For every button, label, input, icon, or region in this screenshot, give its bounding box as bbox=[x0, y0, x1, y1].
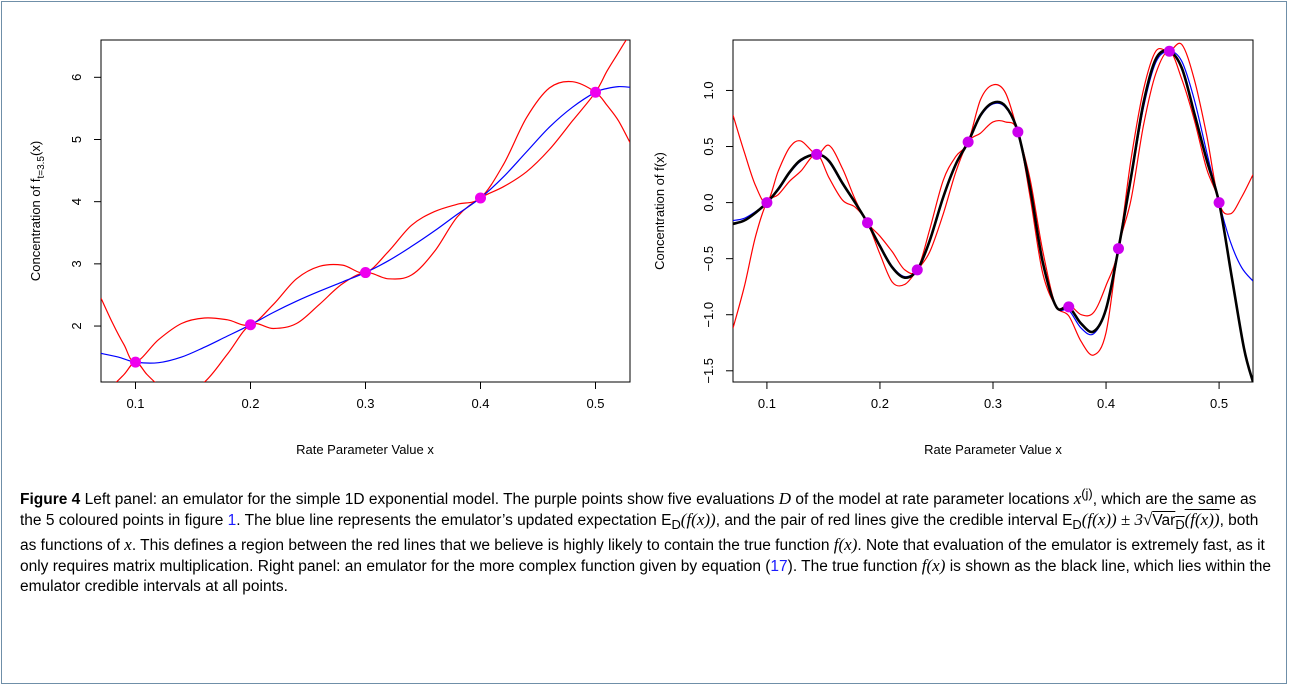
figure-caption: Figure 4 Left panel: an emulator for the… bbox=[20, 484, 1275, 597]
right-true-function-line bbox=[733, 49, 1253, 382]
left-y-tick-label: 4 bbox=[69, 198, 84, 205]
caption-var-x: x bbox=[124, 535, 132, 555]
caption-text-9: ). The true function bbox=[787, 558, 918, 576]
right-evaluation-point bbox=[911, 264, 923, 276]
right-lower-line bbox=[733, 50, 1253, 382]
right-evaluation-point bbox=[862, 217, 874, 229]
left-x-tick-label: 0.2 bbox=[241, 396, 259, 411]
right-points-group bbox=[761, 45, 1225, 313]
left-series-group bbox=[101, 40, 630, 382]
right-expectation-line bbox=[733, 50, 1253, 336]
left-evaluation-point bbox=[360, 267, 371, 279]
left-upper-line bbox=[101, 80, 630, 363]
left-evaluation-point bbox=[590, 86, 601, 98]
left-x-tick-label: 0.5 bbox=[586, 396, 604, 411]
right-y-axis-title: Concentration of f(x) bbox=[652, 152, 667, 270]
caption-text-1: Left panel: an emulator for the simple 1… bbox=[84, 491, 775, 509]
right-evaluation-point bbox=[1213, 197, 1225, 209]
right-evaluation-point bbox=[1112, 243, 1124, 255]
right-x-tick-label: 0.1 bbox=[758, 396, 776, 411]
right-x-tick-label: 0.5 bbox=[1210, 396, 1228, 411]
right-y-tick-label: 1.0 bbox=[701, 81, 716, 99]
figure-plots: 0.1 0.2 0.3 0.4 0.5 2 3 4 5 6 Rate Parameter Val… bbox=[28, 39, 1254, 457]
left-y-axis-title: Concentration of ft=3.5(x) bbox=[28, 141, 47, 281]
right-upper-line bbox=[733, 42, 1253, 317]
caption-text-5: , and the pair of red lines give the cre… bbox=[715, 512, 1058, 530]
caption-fx-2: f(x) bbox=[921, 556, 946, 576]
left-evaluation-point bbox=[475, 192, 486, 204]
caption-equation-reference-link[interactable]: 17 bbox=[770, 558, 788, 576]
right-y-tick-label: 0.5 bbox=[701, 137, 716, 155]
left-points-group bbox=[130, 86, 601, 368]
caption-var-xj: x bbox=[1073, 489, 1082, 509]
right-x-tick-label: 0.2 bbox=[871, 396, 889, 411]
caption-text-10: is shown as the black line, which lies w… bbox=[20, 558, 1272, 596]
left-x-tick-label: 0.4 bbox=[471, 396, 489, 411]
left-expectation-line bbox=[101, 85, 630, 364]
left-y-tick-label: 5 bbox=[69, 136, 84, 143]
right-x-axis: 0.1 0.2 0.3 0.4 0.5 bbox=[758, 382, 1228, 411]
left-lower-line bbox=[115, 40, 627, 382]
right-y-tick-label: −1.5 bbox=[701, 358, 716, 384]
left-y-tick-label: 2 bbox=[69, 322, 84, 329]
caption-sup-j: (j) bbox=[1081, 486, 1093, 501]
caption-expectation-expr: ED(f(x)) bbox=[661, 510, 716, 533]
left-y-tick-label: 6 bbox=[69, 74, 84, 81]
right-y-tick-label: 0.0 bbox=[701, 194, 716, 212]
right-y-axis: −1.5 −1.0 −0.5 0.0 0.5 1.0 bbox=[701, 81, 733, 384]
right-evaluation-point bbox=[962, 136, 974, 148]
right-chart: 0.1 0.2 0.3 0.4 0.5 −1.5 −1.0 −0.5 0.0 0.5 1.0 Ra… bbox=[652, 39, 1254, 457]
caption-figure-reference-link[interactable]: 1 bbox=[227, 512, 237, 530]
right-plot-box bbox=[732, 39, 1254, 383]
caption-figure-label: Figure 4 bbox=[20, 491, 81, 509]
caption-text-4: . The blue line represents the emulator’… bbox=[236, 512, 657, 530]
caption-credible-interval-expr: ED(f(x)) ± 3√VarD(f(x)) bbox=[1062, 510, 1220, 533]
right-x-axis-title: Rate Parameter Value x bbox=[924, 442, 1062, 457]
caption-fx: f(x) bbox=[833, 535, 858, 555]
right-y-tick-label: −1.0 bbox=[701, 302, 716, 328]
right-x-tick-label: 0.3 bbox=[984, 396, 1002, 411]
right-evaluation-point bbox=[811, 148, 823, 160]
left-y-tick-label: 3 bbox=[69, 260, 84, 267]
right-x-tick-label: 0.4 bbox=[1097, 396, 1115, 411]
left-plot-box bbox=[100, 39, 631, 383]
right-series-group bbox=[733, 42, 1253, 382]
left-x-tick-label: 0.3 bbox=[356, 396, 374, 411]
caption-text-6: , both as functions of bbox=[20, 512, 1259, 555]
right-y-tick-label: −0.5 bbox=[701, 246, 716, 272]
left-y-axis: 2 3 4 5 6 bbox=[69, 74, 101, 330]
left-chart: 0.1 0.2 0.3 0.4 0.5 2 3 4 5 6 Rate Parameter Val… bbox=[28, 39, 631, 457]
left-x-axis-title: Rate Parameter Value x bbox=[296, 442, 434, 457]
caption-text-3: , which are the same as the 5 coloured p… bbox=[20, 491, 1257, 530]
right-evaluation-point bbox=[1163, 45, 1175, 57]
left-evaluation-point bbox=[245, 319, 256, 331]
right-evaluation-point bbox=[1063, 301, 1075, 313]
right-evaluation-point bbox=[1012, 126, 1024, 138]
left-evaluation-point bbox=[130, 356, 141, 368]
left-x-axis: 0.1 0.2 0.3 0.4 0.5 bbox=[126, 382, 605, 411]
caption-text-8: . Note that evaluation of the emulator i… bbox=[20, 537, 1265, 576]
caption-text-7: . This defines a region between the red … bbox=[131, 537, 830, 555]
right-evaluation-point bbox=[761, 197, 773, 209]
left-x-tick-label: 0.1 bbox=[126, 396, 144, 411]
caption-text-2: of the model at rate parameter locations bbox=[795, 491, 1070, 509]
caption-var-d: D bbox=[778, 489, 792, 509]
